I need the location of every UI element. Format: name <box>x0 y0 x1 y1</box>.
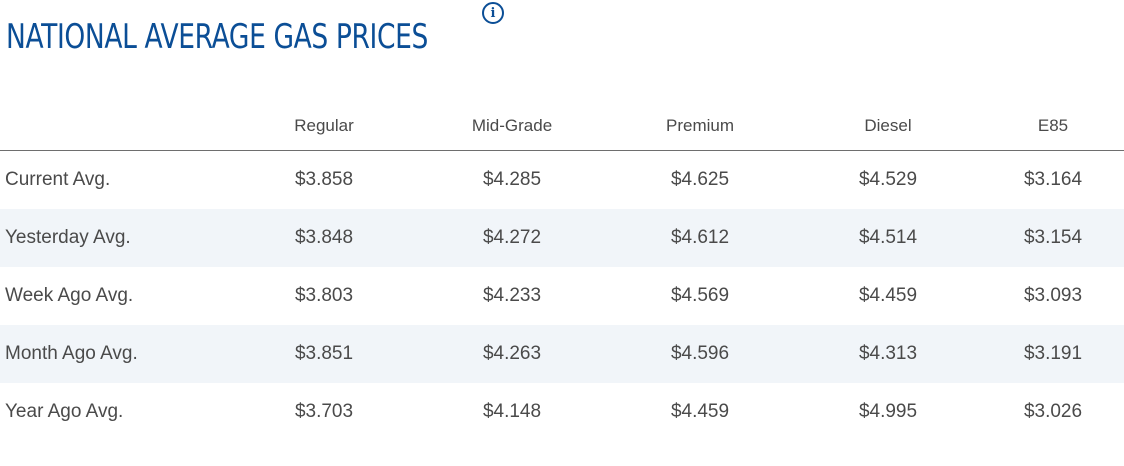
price-cell: $4.569 <box>670 284 730 306</box>
price-cell: $3.164 <box>1023 168 1083 190</box>
price-cell: $3.848 <box>294 226 354 248</box>
price-cell: $4.514 <box>858 226 918 248</box>
price-cell: $3.703 <box>294 400 354 422</box>
table-row: Current Avg. $3.858 $4.285 $4.625 $4.529… <box>0 151 1124 209</box>
price-cell: $4.596 <box>670 342 730 364</box>
info-icon[interactable]: i <box>482 2 504 24</box>
price-cell: $4.529 <box>858 168 918 190</box>
table-row: Month Ago Avg. $3.851 $4.263 $4.596 $4.3… <box>0 324 1124 383</box>
row-label: Year Ago Avg. <box>5 400 124 422</box>
column-header-premium: Premium <box>606 102 794 151</box>
price-cell: $4.285 <box>482 168 542 190</box>
price-cell: $3.851 <box>294 342 354 364</box>
price-cell: $3.154 <box>1023 226 1083 248</box>
table-row: Year Ago Avg. $3.703 $4.148 $4.459 $4.99… <box>0 383 1124 441</box>
price-cell: $3.191 <box>1023 342 1083 364</box>
table-row: Yesterday Avg. $3.848 $4.272 $4.612 $4.5… <box>0 208 1124 267</box>
price-cell: $4.272 <box>482 226 542 248</box>
table-row: Week Ago Avg. $3.803 $4.233 $4.569 $4.45… <box>0 267 1124 325</box>
title-row: NATIONAL AVERAGE GAS PRICES <box>6 8 547 68</box>
price-cell: $3.803 <box>294 284 354 306</box>
row-label: Current Avg. <box>5 168 111 190</box>
price-cell: $4.459 <box>858 284 918 306</box>
price-cell: $4.612 <box>670 226 730 248</box>
price-cell: $4.233 <box>482 284 542 306</box>
column-header-regular: Regular <box>230 102 418 151</box>
price-cell: $3.858 <box>294 168 354 190</box>
row-label: Week Ago Avg. <box>5 284 134 306</box>
column-header-e85: E85 <box>982 102 1124 151</box>
price-cell: $3.093 <box>1023 284 1083 306</box>
price-cell: $4.625 <box>670 168 730 190</box>
row-label: Yesterday Avg. <box>5 226 131 248</box>
table-header-row: Regular Mid-Grade Premium Diesel E85 <box>0 102 1124 151</box>
page-title: NATIONAL AVERAGE GAS PRICES <box>6 17 428 57</box>
price-cell: $4.459 <box>670 400 730 422</box>
info-glyph: i <box>490 5 496 21</box>
column-header-blank <box>0 102 230 151</box>
price-cell: $3.026 <box>1023 400 1083 422</box>
price-cell: $4.313 <box>858 342 918 364</box>
row-label: Month Ago Avg. <box>5 342 138 364</box>
price-cell: $4.148 <box>482 400 542 422</box>
price-cell: $4.995 <box>858 400 918 422</box>
gas-prices-table: Regular Mid-Grade Premium Diesel E85 Cur… <box>0 102 1124 441</box>
column-header-mid-grade: Mid-Grade <box>418 102 606 151</box>
column-header-diesel: Diesel <box>794 102 982 151</box>
price-cell: $4.263 <box>482 342 542 364</box>
